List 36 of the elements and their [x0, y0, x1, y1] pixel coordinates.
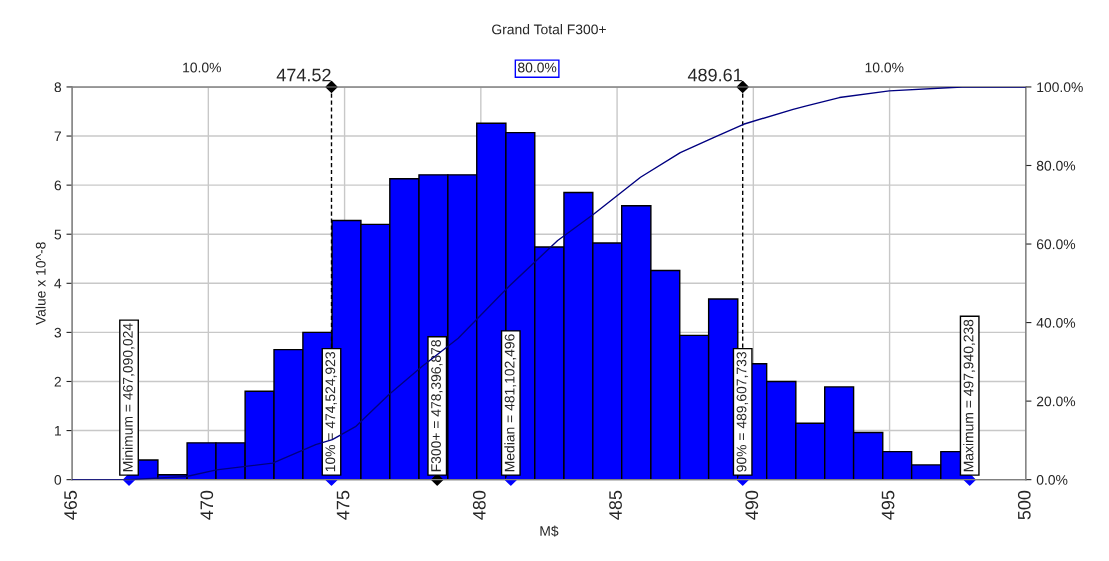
x-tick-label: 490 — [745, 490, 759, 520]
y2-tick-label: 80.0% — [1036, 160, 1076, 171]
y-tick-label: 5 — [54, 229, 62, 240]
y-tick-label: 4 — [54, 278, 62, 289]
text: 80.0% — [518, 62, 557, 73]
ref-line-label: 489.61 — [687, 68, 742, 82]
y-axis-title: Value x 10^-8 — [35, 242, 46, 325]
y-tick-label: 1 — [55, 426, 61, 436]
x-tick-label: 470 — [200, 490, 214, 520]
annotation: F300+ = 478,396,878 — [431, 340, 443, 472]
x-tick-label: 480 — [472, 490, 486, 520]
annotation: 90% = 489,607,733 — [736, 352, 749, 472]
y-tick-label: 3 — [54, 327, 62, 338]
x-tick-label: 475 — [336, 490, 350, 520]
chart-title: Grand Total F300+ — [492, 24, 606, 35]
ref-line-label: 474.52 — [276, 68, 331, 82]
y-tick-label: 2 — [54, 376, 61, 387]
annotation: Median = 481,102,496 — [504, 334, 517, 472]
x-tick-label: 465 — [64, 490, 77, 520]
x-tick-label: 495 — [881, 490, 895, 520]
y2-tick-label: 40.0% — [1036, 317, 1076, 328]
annotation: Minimum = 467,090,024 — [122, 323, 135, 472]
y-tick-label: 7 — [54, 131, 61, 142]
x-axis-title: M$ — [540, 525, 559, 537]
y-tick-label: 0 — [54, 474, 62, 485]
y-tick-label: 8 — [54, 82, 62, 93]
annotation: Maximum = 497,940,238 — [963, 319, 976, 472]
x-tick-label: 485 — [609, 490, 622, 520]
text: 10.0% — [865, 62, 904, 73]
text: 10.0% — [183, 62, 221, 73]
y2-tick-label: 60.0% — [1036, 239, 1076, 250]
x-tick-label: 500 — [1017, 490, 1031, 520]
y2-tick-label: 100.0% — [1037, 82, 1083, 93]
y2-tick-label: 0.0% — [1036, 474, 1068, 485]
y2-tick-label: 20.0% — [1036, 396, 1076, 407]
y-tick-label: 6 — [54, 180, 62, 191]
